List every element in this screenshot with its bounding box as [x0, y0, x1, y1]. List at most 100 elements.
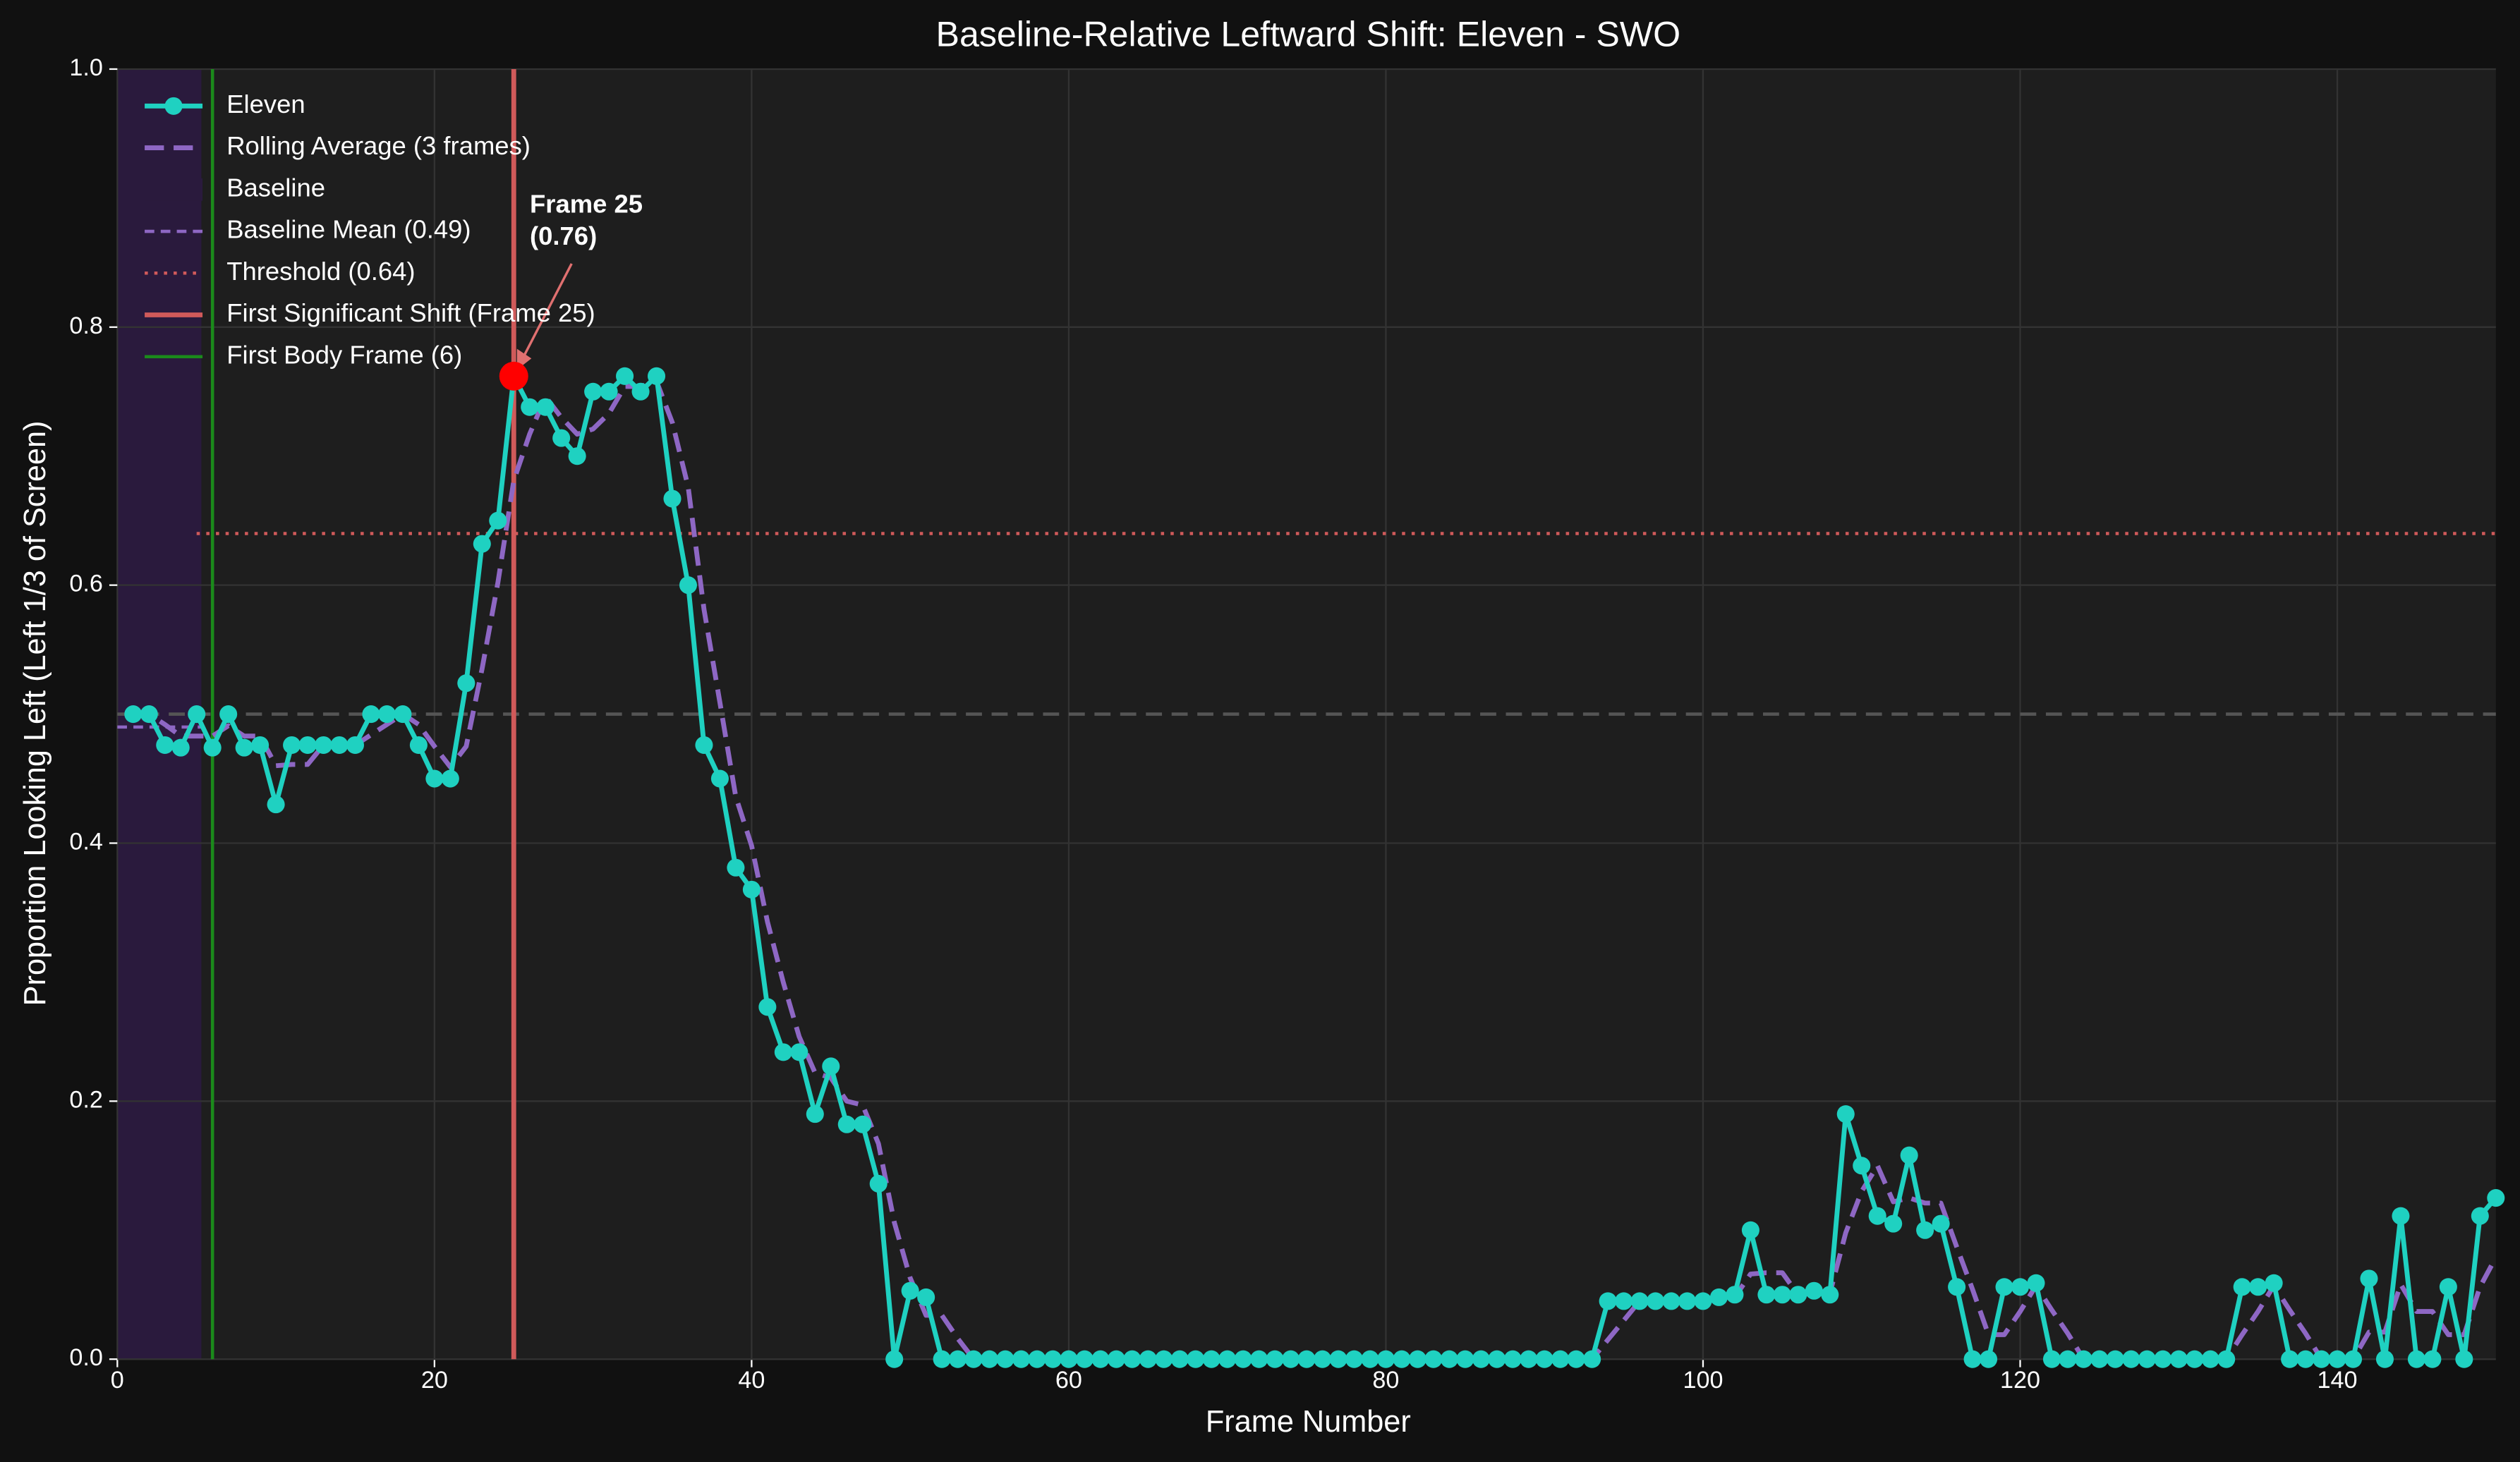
point: [314, 736, 333, 755]
point: [2439, 1278, 2457, 1296]
point: [219, 705, 238, 724]
point: [2392, 1207, 2410, 1225]
point: [1757, 1286, 1776, 1304]
point: [2328, 1350, 2346, 1368]
point: [854, 1115, 872, 1133]
x-tick-label: 60: [1055, 1367, 1082, 1394]
point: [1329, 1350, 1347, 1368]
point: [2201, 1350, 2219, 1368]
point: [409, 736, 428, 755]
annotation-text: Frame 25: [530, 189, 643, 218]
point: [552, 429, 571, 447]
point: [1551, 1350, 1570, 1368]
point: [1488, 1350, 1506, 1368]
point: [885, 1350, 904, 1368]
point: [489, 511, 507, 530]
point: [584, 382, 602, 401]
point: [600, 382, 618, 401]
chart-title: Baseline-Relative Leftward Shift: Eleven…: [936, 15, 1681, 54]
x-tick-label: 100: [1683, 1367, 1723, 1394]
point: [1361, 1350, 1379, 1368]
point: [2487, 1189, 2505, 1207]
point: [1043, 1350, 1062, 1368]
point: [2138, 1350, 2156, 1368]
point: [1012, 1350, 1031, 1368]
point: [1932, 1214, 1950, 1233]
point: [1218, 1350, 1237, 1368]
x-tick-label: 20: [421, 1367, 448, 1394]
point: [663, 489, 682, 508]
point: [631, 382, 650, 401]
point: [1187, 1350, 1205, 1368]
point: [1297, 1350, 1316, 1368]
point: [1916, 1221, 1934, 1239]
point: [1472, 1350, 1490, 1368]
legend-label: Eleven: [226, 90, 305, 118]
point: [2313, 1350, 2331, 1368]
point: [1503, 1350, 1522, 1368]
point: [2455, 1350, 2473, 1368]
point: [1028, 1350, 1046, 1368]
point: [1836, 1105, 1855, 1123]
point: [1282, 1350, 1300, 1368]
annotation-text: (0.76): [530, 221, 597, 250]
point: [1789, 1286, 1807, 1304]
point: [837, 1115, 856, 1133]
point: [1376, 1350, 1395, 1368]
point: [2154, 1350, 2172, 1368]
y-tick-label: 0.4: [69, 829, 102, 855]
point: [2360, 1269, 2378, 1288]
point: [2249, 1278, 2267, 1296]
point: [774, 1043, 792, 1061]
point: [742, 880, 761, 898]
x-tick-label: 80: [1372, 1367, 1399, 1394]
point: [188, 705, 206, 724]
point: [2265, 1274, 2283, 1292]
point: [140, 705, 158, 724]
point: [425, 769, 444, 788]
point: [235, 738, 253, 757]
point: [2059, 1350, 2077, 1368]
point: [1805, 1281, 1823, 1300]
point: [1060, 1350, 1078, 1368]
point: [156, 736, 174, 755]
highlight-point: [499, 361, 528, 391]
x-tick-label: 0: [111, 1367, 124, 1394]
point: [2281, 1350, 2299, 1368]
point: [2296, 1350, 2315, 1368]
legend-label: Baseline: [226, 173, 325, 202]
point: [2344, 1350, 2363, 1368]
legend-label: Baseline Mean (0.49): [226, 215, 471, 244]
y-axis-label: Proportion Looking Left (Left 1/3 of Scr…: [18, 421, 52, 1006]
legend-label: First Body Frame (6): [226, 340, 462, 369]
point: [473, 535, 491, 553]
point: [790, 1043, 808, 1061]
point: [996, 1350, 1014, 1368]
point: [1139, 1350, 1157, 1368]
point: [2122, 1350, 2140, 1368]
point: [1678, 1292, 1697, 1310]
point: [251, 736, 269, 755]
point: [1567, 1350, 1585, 1368]
point: [330, 736, 349, 755]
point: [1345, 1350, 1364, 1368]
point: [1884, 1214, 1903, 1233]
point: [1709, 1288, 1728, 1306]
y-tick-label: 0.8: [69, 312, 102, 339]
point: [1266, 1350, 1284, 1368]
point: [536, 398, 555, 416]
point: [2217, 1350, 2236, 1368]
point: [1408, 1350, 1426, 1368]
legend-swatch: [164, 97, 183, 115]
x-tick-label: 140: [2318, 1367, 2358, 1394]
point: [1393, 1350, 1411, 1368]
point: [1662, 1292, 1680, 1310]
point: [822, 1057, 840, 1076]
legend-swatch: [145, 178, 203, 201]
point: [521, 398, 539, 416]
point: [1980, 1350, 1998, 1368]
annotation-arrow: [519, 263, 573, 364]
point: [981, 1350, 999, 1368]
